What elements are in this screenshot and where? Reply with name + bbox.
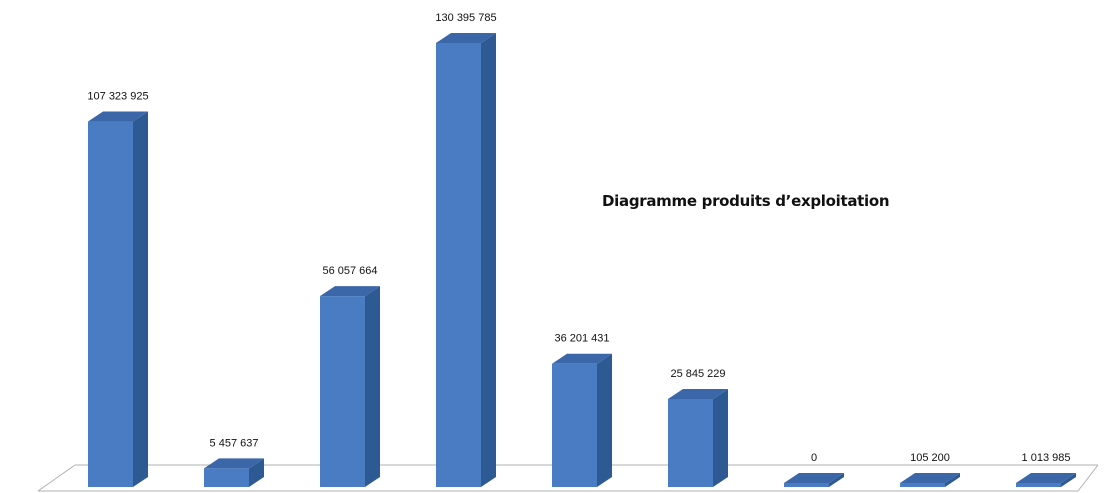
bar-front-face	[88, 121, 133, 488]
bar-top-face	[552, 353, 612, 364]
data-label-7: 0	[811, 452, 817, 464]
bar-4: 130 395 785	[435, 12, 497, 487]
bar-side-face	[1061, 473, 1076, 487]
data-label-6: 25 845 229	[670, 368, 725, 380]
data-label-9: 1 013 985	[1022, 452, 1071, 464]
bar-side-face	[365, 286, 380, 487]
floor-left-edge	[37, 464, 76, 492]
bar-side-face	[829, 473, 844, 487]
bar-top-face	[1016, 473, 1076, 483]
bar-top-face	[784, 473, 844, 483]
bar-side-face	[481, 33, 496, 487]
bar-front-face	[668, 398, 713, 487]
bar-front-face	[900, 483, 945, 487]
floor-right-edge	[1077, 464, 1099, 492]
data-label-2: 5 457 637	[210, 437, 259, 449]
chart-title: Diagramme produits d’exploitation	[602, 192, 890, 210]
bar-1: 107 323 925	[87, 91, 149, 488]
bar-top-face	[900, 473, 960, 483]
bar-side-face	[597, 353, 612, 487]
bar-front-face	[320, 296, 365, 487]
bar-front-face	[1016, 483, 1061, 487]
bar-top-face	[204, 458, 264, 469]
data-label-5: 36 201 431	[554, 333, 609, 345]
bar-top-face	[436, 33, 496, 43]
bar-front-face	[204, 468, 249, 487]
bar-side-face	[249, 458, 264, 487]
bar-front-face	[552, 363, 597, 487]
data-label-1: 107 323 925	[87, 91, 148, 103]
data-label-8: 105 200	[910, 452, 950, 464]
bar-6: 25 845 229	[668, 368, 728, 487]
data-label-4: 130 395 785	[435, 12, 496, 24]
bar-top-face	[320, 286, 380, 297]
bar-top-face	[668, 388, 728, 399]
bar-8: 105 200	[900, 452, 960, 487]
bar-3: 56 057 664	[320, 265, 380, 487]
bar-front-face	[784, 483, 829, 487]
data-label-3: 56 057 664	[322, 265, 377, 277]
bar-front-face	[436, 43, 481, 487]
bar-side-face	[133, 111, 148, 488]
bar-7: 0	[784, 452, 844, 487]
bar-side-face	[945, 473, 960, 487]
bar-2: 5 457 637	[204, 437, 264, 487]
bar-9: 1 013 985	[1016, 452, 1076, 487]
bar-5: 36 201 431	[552, 333, 612, 487]
bar-top-face	[88, 111, 148, 122]
bar-side-face	[713, 388, 728, 487]
